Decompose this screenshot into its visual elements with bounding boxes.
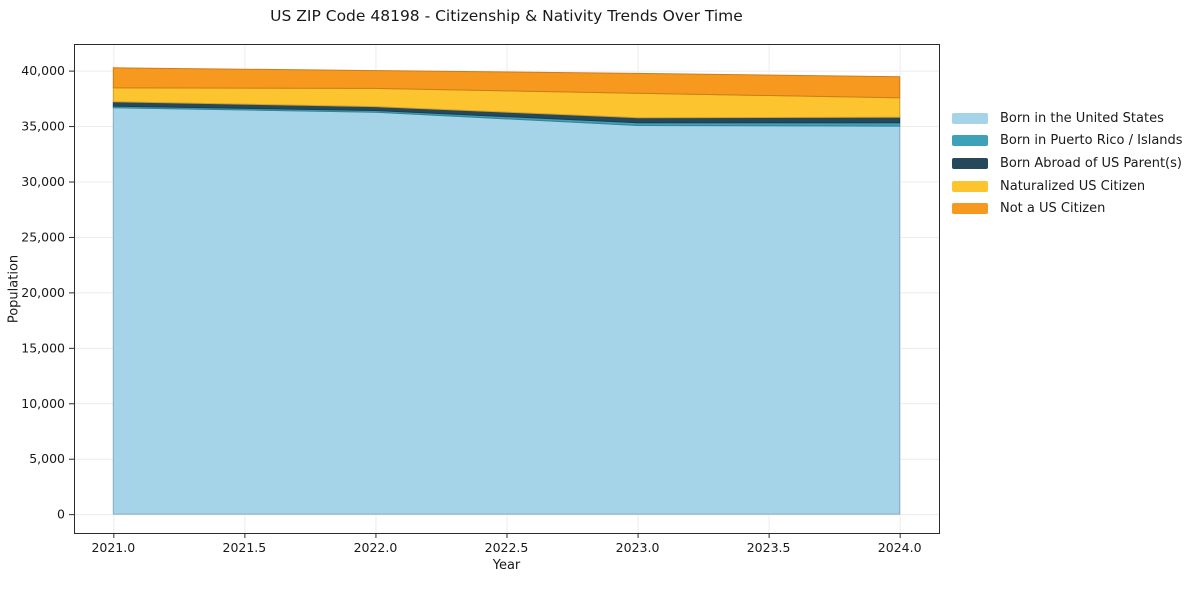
y-tick-label: 40,000 [21,63,65,78]
legend: Born in the United States Born in Puerto … [952,107,1183,220]
x-axis-label: Year [492,558,521,573]
y-tick-label: 15,000 [21,340,65,355]
legend-label: Naturalized US Citizen [1000,178,1146,194]
legend-swatch-icon [952,180,988,192]
x-tick-label: 2023.0 [616,540,660,555]
legend-item-naturalized-us-citizen: Naturalized US Citizen [952,175,1183,198]
legend-item-born-abroad-of-us-parent-s: Born Abroad of US Parent(s) [952,152,1183,175]
legend-swatch-icon [952,203,988,215]
y-tick-label: 10,000 [21,396,65,411]
legend-item-born-in-puerto-rico-islands: Born in Puerto Rico / Islands [952,130,1183,153]
x-tick-label: 2022.0 [354,540,398,555]
y-tick-label: 30,000 [21,174,65,189]
legend-swatch-icon [952,157,988,169]
y-tick-label: 20,000 [21,285,65,300]
legend-label: Not a US Citizen [1000,201,1106,217]
legend-label: Born in the United States [1000,110,1164,126]
legend-label: Born in Puerto Rico / Islands [1000,133,1183,149]
x-tick-label: 2024.0 [878,540,922,555]
tick-labels: 0 5,000 10,000 15,000 20,000 25,000 30,000 35,0… [21,63,921,555]
x-tick-label: 2021.5 [223,540,267,555]
chart-title: US ZIP Code 48198 - Citizenship & Nativi… [270,7,743,25]
legend-swatch-icon [952,112,988,124]
legend-label: Born Abroad of US Parent(s) [1000,155,1182,171]
y-tick-label: 25,000 [21,229,65,244]
area-not-a-us-citizen [112,67,901,99]
area-born-in-the-united-states [112,107,901,515]
y-axis-label: Population [6,254,22,324]
x-tick-label: 2021.0 [91,540,135,555]
y-tick-label: 0 [57,507,65,522]
x-tick-label: 2022.5 [485,540,529,555]
legend-swatch-icon [952,135,988,147]
axis-ticks [69,70,901,538]
x-tick-label: 2023.5 [747,540,791,555]
y-tick-label: 35,000 [21,119,65,134]
legend-item-not-a-us-citizen: Not a US Citizen [952,197,1183,220]
legend-item-born-in-the-united-states: Born in the United States [952,107,1183,130]
y-tick-label: 5,000 [29,451,65,466]
